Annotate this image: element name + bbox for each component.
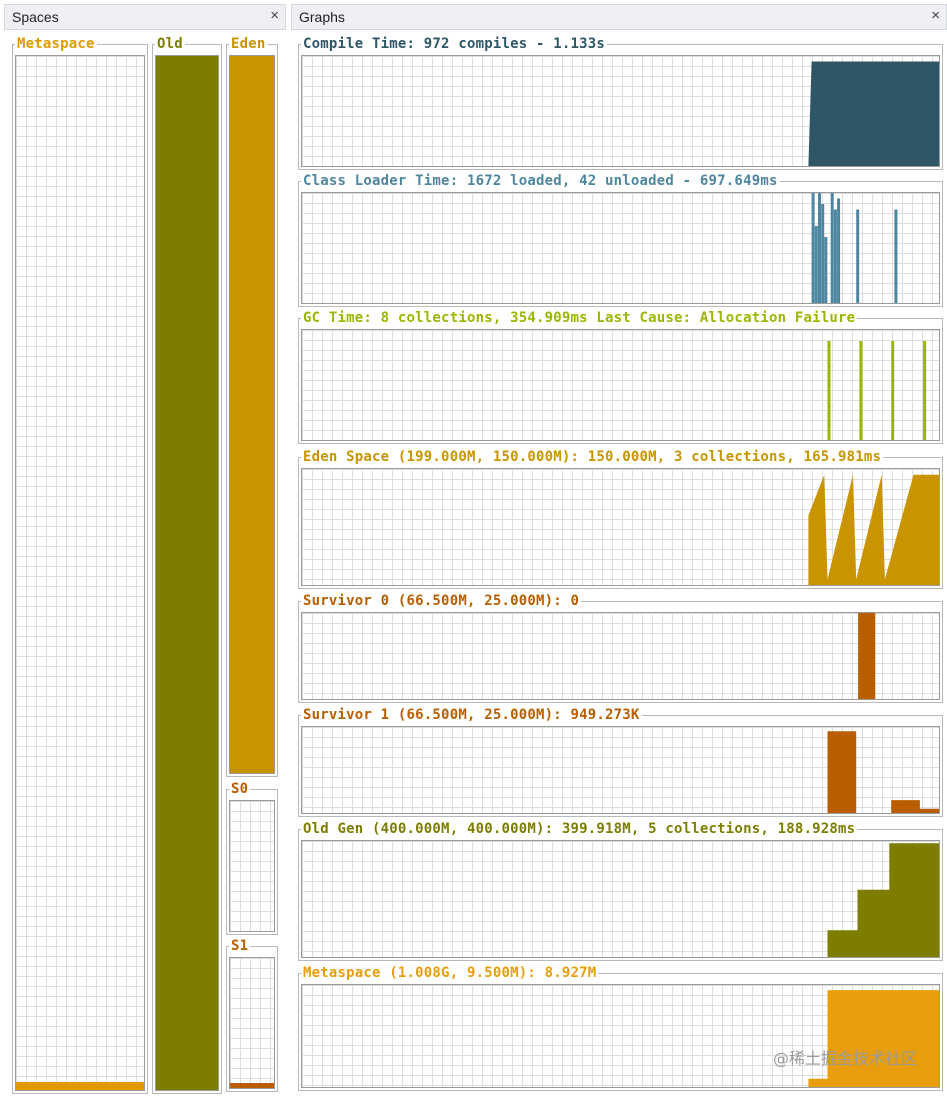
graph-plot	[301, 329, 940, 441]
graph-svg	[808, 990, 939, 1087]
graph-area	[827, 731, 939, 813]
graphs-panel-close-icon[interactable]: ×	[931, 7, 940, 24]
graph-label: Class Loader Time: 1672 loaded, 42 unloa…	[301, 173, 780, 189]
graph-svg	[827, 843, 939, 957]
graph-area	[827, 843, 939, 957]
graph-spike	[837, 198, 841, 303]
space-s0: S0	[226, 781, 278, 935]
graph-metaspace: Metaspace (1.008G, 9.500M): 8.927M	[298, 965, 943, 1091]
graph-svg	[858, 613, 876, 699]
graph-spike	[833, 209, 837, 303]
space-label: S1	[229, 938, 251, 954]
graph-spike	[830, 193, 834, 303]
graph-spike	[894, 209, 898, 303]
spaces-panel-tab[interactable]: Spaces ×	[4, 4, 286, 30]
space-fill	[16, 1081, 144, 1090]
space-fill	[230, 56, 274, 773]
graph-spike	[824, 237, 828, 303]
graph-label: Metaspace (1.008G, 9.500M): 8.927M	[301, 965, 599, 981]
graph-spike	[821, 204, 825, 303]
graph-spike	[827, 341, 831, 440]
graph-label: GC Time: 8 collections, 354.909ms Last C…	[301, 310, 858, 326]
graph-gc-time: GC Time: 8 collections, 354.909ms Last C…	[298, 310, 943, 444]
graph-old-gen: Old Gen (400.000M, 400.000M): 399.918M, …	[298, 821, 943, 961]
space-metaspace: Metaspace	[12, 36, 148, 1094]
spaces-panel-close-icon[interactable]: ×	[270, 7, 279, 24]
graph-plot	[301, 612, 940, 700]
graph-label: Survivor 0 (66.500M, 25.000M): 0	[301, 593, 582, 609]
graph-spike	[859, 341, 863, 440]
watermark: @稀土掘金技术社区	[772, 1049, 917, 1068]
space-gauge	[155, 55, 219, 1091]
graph-compile-time: Compile Time: 972 compiles - 1.133s	[298, 36, 943, 170]
graph-survivor-1: Survivor 1 (66.500M, 25.000M): 949.273K	[298, 707, 943, 817]
space-gauge	[15, 55, 145, 1091]
space-gauge	[229, 800, 275, 932]
graph-svg	[808, 474, 939, 585]
graph-spike	[814, 226, 818, 303]
graph-survivor-0: Survivor 0 (66.500M, 25.000M): 0	[298, 593, 943, 703]
space-label: Old	[155, 36, 185, 52]
space-fill	[156, 56, 218, 1090]
graph-plot	[301, 55, 940, 167]
graph-label: Compile Time: 972 compiles - 1.133s	[301, 36, 608, 52]
graph-area	[858, 613, 876, 699]
graph-plot	[301, 840, 940, 958]
graph-label: Old Gen (400.000M, 400.000M): 399.918M, …	[301, 821, 858, 837]
space-label: S0	[229, 781, 251, 797]
graph-spike	[856, 209, 860, 303]
graph-area	[808, 474, 939, 585]
graph-area	[808, 61, 939, 166]
graph-plot	[301, 984, 940, 1088]
graph-plot	[301, 192, 940, 304]
graph-svg	[827, 731, 939, 813]
space-s1: S1	[226, 938, 278, 1092]
space-fill	[230, 1082, 274, 1088]
graph-label: Eden Space (199.000M, 150.000M): 150.000…	[301, 449, 884, 465]
space-label: Eden	[229, 36, 268, 52]
graphs-panel-title: Graphs	[299, 9, 345, 25]
graph-spike	[891, 341, 895, 440]
graph-class-loader-time: Class Loader Time: 1672 loaded, 42 unloa…	[298, 173, 943, 307]
graph-eden-space: Eden Space (199.000M, 150.000M): 150.000…	[298, 449, 943, 589]
space-gauge	[229, 957, 275, 1089]
graph-svg	[811, 193, 898, 303]
graph-plot	[301, 468, 940, 586]
space-gauge	[229, 55, 275, 774]
spaces-panel-title: Spaces	[12, 9, 59, 25]
graph-area	[808, 990, 939, 1087]
graph-spike	[811, 193, 815, 303]
space-old: Old	[152, 36, 222, 1094]
space-eden: Eden	[226, 36, 278, 777]
graph-svg	[827, 341, 927, 440]
graph-svg	[808, 61, 939, 166]
graphs-panel-tab[interactable]: Graphs ×	[291, 4, 947, 30]
graph-plot	[301, 726, 940, 814]
graph-label: Survivor 1 (66.500M, 25.000M): 949.273K	[301, 707, 642, 723]
graph-spike	[923, 341, 927, 440]
graph-spike	[818, 193, 821, 303]
space-label: Metaspace	[15, 36, 97, 52]
